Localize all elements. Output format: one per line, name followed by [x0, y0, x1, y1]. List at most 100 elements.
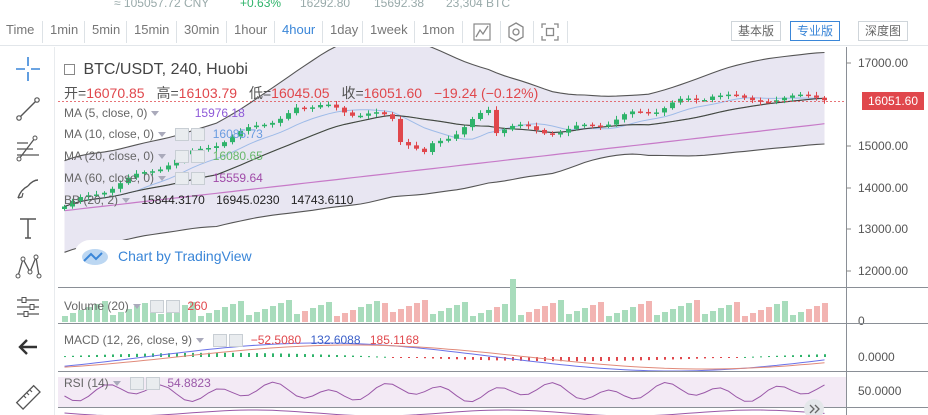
volume-bar	[582, 308, 588, 322]
volume-bar	[726, 305, 732, 322]
volume-bar	[206, 313, 212, 322]
settings-icon[interactable]	[175, 150, 190, 164]
ma5-legend[interactable]: MA (5, close, 0) 15976.18	[64, 106, 245, 120]
brush-icon[interactable]	[14, 174, 42, 202]
symbol-title: BTC/USDT, 240, Huobi	[83, 61, 248, 78]
volume-bar	[166, 311, 172, 322]
rsi-legend[interactable]: RSI (14) 54.8823	[64, 376, 211, 391]
back-arrow-icon[interactable]	[14, 333, 42, 361]
tf-1mon[interactable]: 1mon	[422, 22, 455, 37]
candle-body	[270, 122, 275, 125]
ma10-legend[interactable]: MA (10, close, 0) 16085.73	[64, 127, 263, 142]
candle-body	[462, 127, 467, 135]
candle-body	[486, 109, 491, 113]
ma20-legend[interactable]: MA (20, close, 0) 16080.65	[64, 149, 263, 164]
settings-gear-icon[interactable]	[505, 21, 527, 43]
settings-icon[interactable]	[175, 172, 190, 186]
trendline-icon[interactable]	[14, 95, 42, 123]
candle-body	[622, 114, 627, 120]
volume-bar	[502, 304, 508, 322]
volume-bar	[198, 316, 204, 322]
mode-basic-button[interactable]: 基本版	[731, 21, 782, 41]
crosshair-icon[interactable]	[14, 55, 42, 83]
macd-bar	[440, 357, 442, 359]
settings-icon[interactable]	[130, 377, 145, 391]
close-icon[interactable]	[146, 377, 161, 391]
candle-body	[526, 124, 531, 127]
mode-pro-button[interactable]: 专业版	[790, 21, 841, 41]
macd-bar	[704, 357, 706, 359]
volume-bar	[174, 308, 180, 322]
tf-1min[interactable]: 1min	[50, 22, 79, 37]
macd-axis-tick: 0.0000	[858, 350, 895, 364]
text-icon[interactable]	[14, 214, 42, 242]
price-chart-canvas[interactable]: 17000.00 15000.00 14000.00 13000.00 1200…	[58, 33, 928, 415]
candle-body	[214, 146, 219, 148]
measure-icon[interactable]	[14, 293, 42, 321]
macd-signal-value: 185.1168	[369, 333, 420, 347]
macd-bar	[272, 353, 274, 357]
bb-lower-value: 14743.6110	[290, 193, 354, 207]
macd-value: 132.6088	[310, 333, 361, 347]
tf-time[interactable]: Time	[6, 22, 35, 37]
macd-bar	[664, 357, 666, 360]
tf-1week[interactable]: 1week	[370, 22, 408, 37]
volume-bar	[518, 315, 524, 322]
macd-bar	[736, 357, 738, 358]
volume-bar	[414, 303, 420, 322]
macd-legend[interactable]: MACD (12, 26, close, 9) −52.5080 132.608…	[64, 333, 420, 348]
tf-1hour[interactable]: 1hour	[234, 22, 268, 37]
volume-bar	[694, 300, 700, 322]
settings-icon[interactable]	[175, 128, 190, 142]
settings-icon[interactable]	[150, 300, 165, 314]
fib-icon[interactable]	[14, 134, 42, 162]
macd-bar	[648, 357, 650, 361]
ruler-icon[interactable]	[14, 383, 42, 411]
candle-body	[422, 148, 427, 153]
volume-bar	[310, 308, 316, 322]
close-icon[interactable]	[191, 128, 206, 142]
macd-bar	[128, 354, 130, 357]
screenshot-icon[interactable]	[539, 21, 561, 43]
bb-legend[interactable]: BB (20, 2) 15844.3170 16945.0230 14743.6…	[64, 193, 354, 207]
macd-hist-value: −52.5080	[250, 333, 302, 347]
collapse-icon[interactable]	[64, 64, 75, 76]
pattern-icon[interactable]	[14, 253, 42, 281]
tradingview-watermark[interactable]: Chart by TradingView	[74, 240, 264, 272]
close-icon[interactable]	[229, 334, 244, 348]
candle-body	[678, 98, 683, 103]
candle-body	[662, 108, 667, 113]
candle-body	[358, 115, 363, 118]
macd-bar	[280, 353, 282, 357]
day-high: 16292.80	[300, 0, 351, 10]
tf-15min[interactable]: 15min	[134, 22, 170, 37]
tf-30min[interactable]: 30min	[184, 22, 220, 37]
candle-body	[614, 119, 619, 125]
macd-bar	[352, 355, 354, 357]
ma60-legend[interactable]: MA (60, close, 0) 15559.64	[64, 171, 263, 186]
close-icon[interactable]	[191, 150, 206, 164]
chart-type-icon[interactable]	[471, 21, 493, 43]
volume-bar	[806, 309, 812, 322]
settings-icon[interactable]	[213, 334, 228, 348]
macd-bar	[624, 357, 626, 361]
chart-area[interactable]: 17000.00 15000.00 14000.00 13000.00 1200…	[58, 33, 928, 415]
scroll-right-button[interactable]	[804, 399, 824, 415]
candle-body	[822, 97, 827, 101]
volume-bar	[438, 311, 444, 322]
candle-body	[230, 136, 235, 143]
macd-bar	[568, 357, 570, 362]
close-icon[interactable]	[166, 300, 181, 314]
tf-5min[interactable]: 5min	[92, 22, 121, 37]
mode-depth-button[interactable]: 深度图	[858, 21, 909, 41]
volume-bar	[374, 301, 380, 322]
macd-bar	[232, 352, 234, 357]
tf-1day[interactable]: 1day	[330, 22, 359, 37]
volume-legend[interactable]: Volume (20) 260	[64, 299, 208, 314]
candle-body	[558, 132, 563, 135]
volume-bar	[422, 300, 428, 322]
close-icon[interactable]	[191, 172, 206, 186]
tf-4hour[interactable]: 4hour	[282, 22, 316, 37]
volume-bar	[486, 310, 492, 322]
macd-bar	[368, 356, 370, 358]
